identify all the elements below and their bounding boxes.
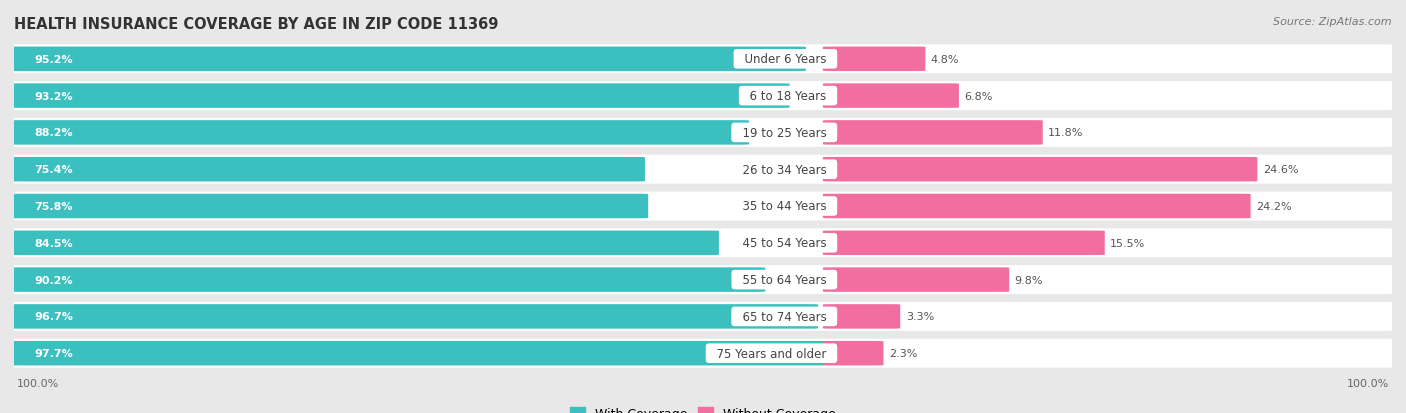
Text: 88.2%: 88.2% (35, 128, 73, 138)
Text: 6.8%: 6.8% (965, 91, 993, 101)
Text: 19 to 25 Years: 19 to 25 Years (735, 127, 834, 140)
Text: 100.0%: 100.0% (17, 378, 59, 388)
Text: 55 to 64 Years: 55 to 64 Years (735, 273, 834, 286)
FancyBboxPatch shape (10, 155, 1396, 184)
Text: 65 to 74 Years: 65 to 74 Years (735, 310, 834, 323)
FancyBboxPatch shape (10, 304, 818, 329)
FancyBboxPatch shape (10, 82, 1396, 111)
FancyBboxPatch shape (10, 121, 749, 145)
Text: 45 to 54 Years: 45 to 54 Years (735, 237, 834, 250)
Text: 84.5%: 84.5% (35, 238, 73, 248)
FancyBboxPatch shape (823, 341, 883, 366)
FancyBboxPatch shape (10, 341, 827, 366)
FancyBboxPatch shape (10, 231, 718, 255)
FancyBboxPatch shape (823, 84, 959, 109)
Text: 9.8%: 9.8% (1015, 275, 1043, 285)
FancyBboxPatch shape (10, 268, 765, 292)
Text: 100.0%: 100.0% (1347, 378, 1389, 388)
Legend: With Coverage, Without Coverage: With Coverage, Without Coverage (565, 402, 841, 413)
Text: 90.2%: 90.2% (35, 275, 73, 285)
FancyBboxPatch shape (823, 47, 925, 72)
FancyBboxPatch shape (10, 192, 1396, 221)
Text: 96.7%: 96.7% (35, 312, 73, 322)
FancyBboxPatch shape (10, 194, 648, 219)
Text: 11.8%: 11.8% (1049, 128, 1084, 138)
Text: 24.6%: 24.6% (1263, 165, 1298, 175)
Text: 4.8%: 4.8% (931, 55, 959, 65)
FancyBboxPatch shape (823, 268, 1010, 292)
FancyBboxPatch shape (823, 158, 1257, 182)
Text: Under 6 Years: Under 6 Years (737, 53, 834, 66)
Text: HEALTH INSURANCE COVERAGE BY AGE IN ZIP CODE 11369: HEALTH INSURANCE COVERAGE BY AGE IN ZIP … (14, 17, 499, 31)
Text: 15.5%: 15.5% (1111, 238, 1146, 248)
Text: 75.8%: 75.8% (35, 202, 73, 211)
FancyBboxPatch shape (823, 121, 1043, 145)
Text: 75 Years and older: 75 Years and older (709, 347, 834, 360)
FancyBboxPatch shape (10, 84, 790, 109)
Text: 3.3%: 3.3% (905, 312, 934, 322)
FancyBboxPatch shape (10, 339, 1396, 368)
Text: 24.2%: 24.2% (1256, 202, 1292, 211)
FancyBboxPatch shape (10, 47, 806, 72)
FancyBboxPatch shape (10, 45, 1396, 74)
FancyBboxPatch shape (823, 231, 1105, 255)
FancyBboxPatch shape (10, 229, 1396, 258)
Text: 93.2%: 93.2% (35, 91, 73, 101)
FancyBboxPatch shape (10, 158, 645, 182)
FancyBboxPatch shape (10, 302, 1396, 331)
Text: 97.7%: 97.7% (35, 348, 73, 358)
Text: Source: ZipAtlas.com: Source: ZipAtlas.com (1274, 17, 1392, 26)
FancyBboxPatch shape (823, 194, 1250, 219)
Text: 95.2%: 95.2% (35, 55, 73, 65)
Text: 75.4%: 75.4% (35, 165, 73, 175)
FancyBboxPatch shape (10, 266, 1396, 294)
Text: 6 to 18 Years: 6 to 18 Years (742, 90, 834, 103)
FancyBboxPatch shape (10, 119, 1396, 147)
Text: 35 to 44 Years: 35 to 44 Years (735, 200, 834, 213)
FancyBboxPatch shape (823, 304, 900, 329)
Text: 2.3%: 2.3% (889, 348, 917, 358)
Text: 26 to 34 Years: 26 to 34 Years (735, 163, 834, 176)
